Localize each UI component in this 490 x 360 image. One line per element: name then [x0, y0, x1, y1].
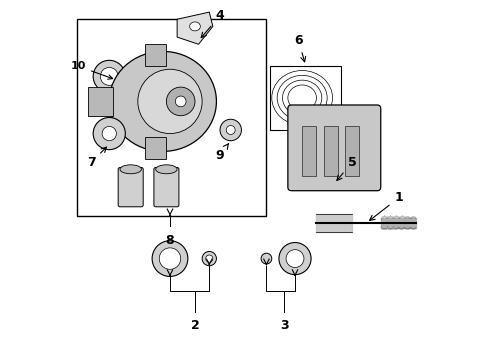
Bar: [323, 126, 338, 176]
Ellipse shape: [226, 126, 235, 134]
Ellipse shape: [152, 241, 188, 276]
Text: 8: 8: [166, 234, 174, 247]
Ellipse shape: [286, 249, 304, 267]
Bar: [145, 137, 167, 158]
Text: 7: 7: [87, 147, 106, 169]
Ellipse shape: [156, 165, 177, 174]
Ellipse shape: [100, 67, 118, 85]
Text: 9: 9: [216, 144, 229, 162]
Bar: [270, 66, 342, 130]
Ellipse shape: [93, 60, 125, 93]
Ellipse shape: [138, 69, 202, 134]
Text: 6: 6: [294, 34, 306, 62]
Ellipse shape: [167, 87, 195, 116]
Ellipse shape: [175, 96, 186, 107]
Text: 10: 10: [71, 61, 113, 79]
FancyBboxPatch shape: [118, 167, 143, 207]
Ellipse shape: [109, 51, 217, 152]
Text: 1: 1: [369, 192, 403, 220]
Ellipse shape: [190, 22, 200, 31]
Bar: [145, 44, 167, 66]
Polygon shape: [177, 12, 213, 44]
Ellipse shape: [202, 251, 217, 266]
Bar: [345, 126, 359, 176]
Bar: [302, 126, 317, 176]
Text: 2: 2: [191, 319, 199, 332]
Ellipse shape: [279, 243, 311, 275]
Bar: [77, 19, 267, 216]
Ellipse shape: [261, 253, 272, 264]
Text: 3: 3: [280, 319, 289, 332]
Ellipse shape: [93, 117, 125, 150]
Text: 4: 4: [201, 9, 224, 38]
Text: 5: 5: [337, 156, 357, 180]
Ellipse shape: [120, 165, 142, 174]
FancyBboxPatch shape: [288, 105, 381, 191]
Ellipse shape: [102, 126, 117, 141]
Ellipse shape: [220, 119, 242, 141]
Bar: [88, 87, 113, 116]
Ellipse shape: [206, 255, 213, 262]
Ellipse shape: [159, 248, 181, 269]
FancyBboxPatch shape: [154, 167, 179, 207]
